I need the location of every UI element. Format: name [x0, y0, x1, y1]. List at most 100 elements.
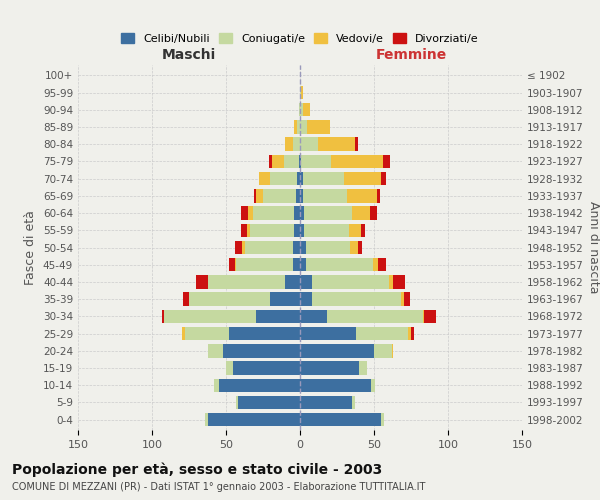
Bar — [271, 292, 300, 306]
Bar — [297, 172, 300, 186]
Bar — [256, 310, 300, 323]
Bar — [300, 86, 301, 100]
Bar — [182, 327, 185, 340]
Bar — [235, 258, 236, 272]
Bar — [293, 241, 300, 254]
Bar — [299, 154, 300, 168]
Bar — [370, 206, 377, 220]
Bar — [294, 120, 297, 134]
Bar — [229, 258, 235, 272]
Legend: Celibi/Nubili, Coniugati/e, Vedovi/e, Divorziati/e: Celibi/Nubili, Coniugati/e, Vedovi/e, Di… — [117, 28, 483, 48]
Bar — [183, 292, 189, 306]
Bar — [356, 327, 408, 340]
Bar — [300, 224, 304, 237]
Bar — [382, 172, 386, 186]
Text: Maschi: Maschi — [162, 48, 216, 62]
Bar — [307, 120, 329, 134]
Bar — [205, 413, 208, 426]
Bar — [392, 344, 393, 358]
Bar — [285, 138, 293, 151]
Bar — [163, 310, 164, 323]
Bar — [303, 189, 347, 202]
Bar — [296, 189, 300, 202]
Bar — [235, 241, 242, 254]
Y-axis label: Fasce di età: Fasce di età — [25, 210, 37, 285]
Bar — [326, 310, 423, 323]
Bar — [248, 206, 253, 220]
Bar — [241, 206, 248, 220]
Text: COMUNE DI MEZZANI (PR) - Dati ISTAT 1° gennaio 2003 - Elaborazione TUTTITALIA.IT: COMUNE DI MEZZANI (PR) - Dati ISTAT 1° g… — [12, 482, 425, 492]
Bar — [303, 103, 310, 117]
Bar — [245, 241, 293, 254]
Bar — [408, 327, 411, 340]
Bar — [300, 344, 374, 358]
Bar — [300, 413, 382, 426]
Bar — [208, 413, 300, 426]
Bar — [293, 138, 300, 151]
Bar — [331, 154, 383, 168]
Bar — [218, 378, 300, 392]
Bar — [424, 310, 436, 323]
Bar — [300, 120, 307, 134]
Bar — [393, 275, 405, 288]
Bar — [355, 138, 358, 151]
Bar — [300, 172, 303, 186]
Bar — [238, 396, 300, 409]
Bar — [229, 327, 300, 340]
Bar — [318, 138, 355, 151]
Bar — [300, 138, 318, 151]
Bar — [303, 172, 344, 186]
Bar — [236, 396, 238, 409]
Bar — [247, 224, 250, 237]
Bar — [300, 362, 359, 374]
Bar — [253, 206, 294, 220]
Bar — [254, 189, 256, 202]
Bar — [352, 206, 370, 220]
Bar — [285, 275, 300, 288]
Bar — [259, 172, 271, 186]
Bar — [300, 189, 303, 202]
Bar — [242, 241, 245, 254]
Bar — [294, 224, 300, 237]
Y-axis label: Anni di nascita: Anni di nascita — [587, 201, 600, 294]
Bar — [196, 275, 208, 288]
Bar — [401, 292, 404, 306]
Bar — [382, 413, 385, 426]
Bar — [358, 241, 362, 254]
Bar — [293, 258, 300, 272]
Bar — [300, 154, 301, 168]
Bar — [272, 154, 284, 168]
Bar — [226, 362, 233, 374]
Bar — [359, 362, 367, 374]
Bar — [347, 189, 377, 202]
Bar — [300, 275, 312, 288]
Bar — [411, 327, 414, 340]
Bar — [300, 327, 356, 340]
Bar — [164, 310, 256, 323]
Bar — [297, 120, 300, 134]
Bar — [208, 344, 223, 358]
Bar — [284, 154, 299, 168]
Bar — [300, 378, 371, 392]
Bar — [250, 224, 294, 237]
Bar — [344, 172, 382, 186]
Bar — [256, 189, 263, 202]
Bar — [304, 206, 352, 220]
Bar — [294, 206, 300, 220]
Bar — [374, 344, 392, 358]
Bar — [241, 224, 247, 237]
Bar — [189, 292, 271, 306]
Bar — [312, 275, 389, 288]
Bar — [404, 292, 410, 306]
Bar — [350, 241, 358, 254]
Bar — [423, 310, 424, 323]
Bar — [383, 154, 390, 168]
Bar — [389, 275, 393, 288]
Text: Popolazione per età, sesso e stato civile - 2003: Popolazione per età, sesso e stato civil… — [12, 462, 382, 477]
Bar — [301, 154, 331, 168]
Bar — [373, 258, 379, 272]
Bar — [379, 258, 386, 272]
Bar — [269, 154, 272, 168]
Bar — [299, 103, 300, 117]
Text: Femmine: Femmine — [376, 48, 446, 62]
